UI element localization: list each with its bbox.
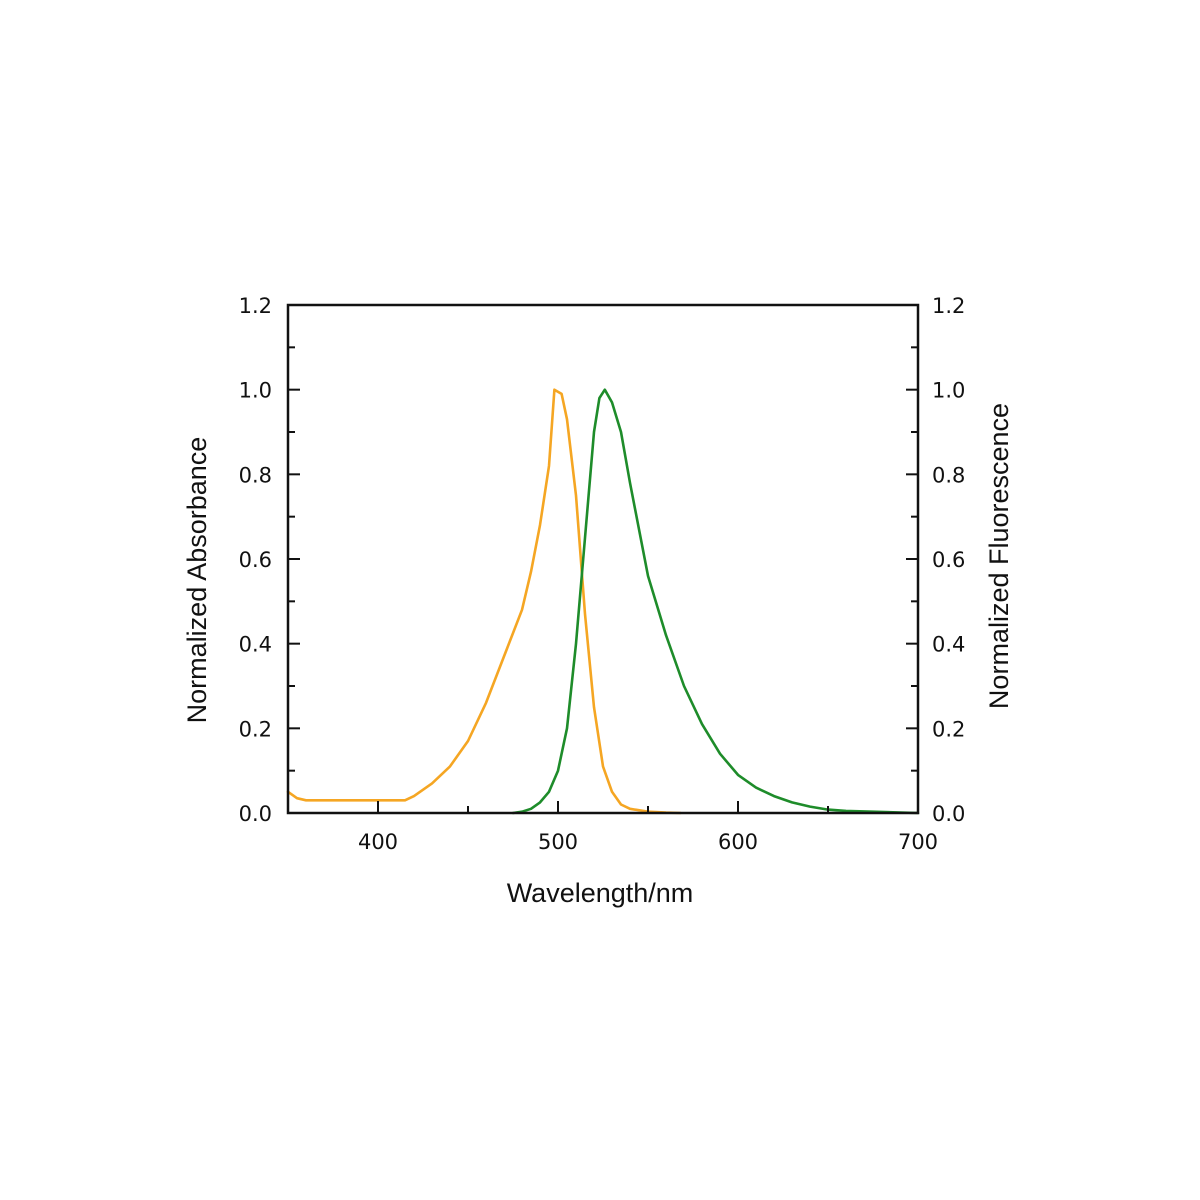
y-left-tick-label: 0.8 (239, 463, 272, 487)
y-left-tick-label: 1.0 (239, 379, 272, 403)
ticks-layer (287, 304, 919, 814)
y-right-tick-label: 0.4 (932, 633, 965, 657)
y-right-tick-label: 0.6 (932, 548, 965, 572)
y-axis-label-left: Normalized Absorbance (182, 437, 212, 724)
y-left-tick-label: 1.2 (239, 294, 272, 318)
y-left-tick-label: 0.6 (239, 548, 272, 572)
y-right-tick-label: 0.0 (932, 802, 965, 826)
fluorescence-curve (511, 388, 920, 815)
x-tick-label: 400 (358, 830, 398, 854)
absorbance-curve (286, 388, 682, 815)
tick-labels-layer: 400 500 600 700 0.0 0.0 0.2 0.2 0.4 0.4 0.6 0.6 0.8 0… (239, 294, 966, 854)
y-right-tick-label: 0.2 (932, 717, 965, 741)
y-axis-label-right: Normalized Fluorescence (984, 403, 1014, 709)
y-left-tick-label: 0.0 (239, 802, 272, 826)
x-tick-label: 600 (718, 830, 758, 854)
y-right-tick-label: 1.2 (932, 294, 965, 318)
curves-layer (286, 388, 920, 815)
y-right-tick-label: 0.8 (932, 463, 965, 487)
y-left-tick-label: 0.4 (239, 633, 272, 657)
x-axis-label: Wavelength/nm (507, 878, 694, 908)
y-right-tick-label: 1.0 (932, 379, 965, 403)
x-tick-label: 700 (898, 830, 938, 854)
x-tick-label: 500 (538, 830, 578, 854)
y-left-tick-label: 0.2 (239, 717, 272, 741)
plot-frame (286, 303, 920, 815)
